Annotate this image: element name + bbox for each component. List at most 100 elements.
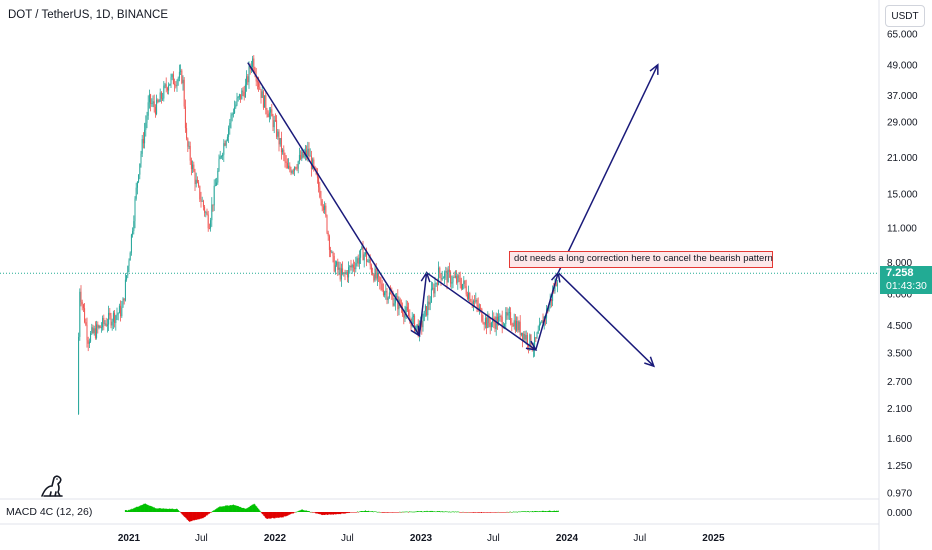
macd-bar bbox=[544, 511, 546, 512]
trend-arrow[interactable] bbox=[247, 62, 421, 338]
candle bbox=[265, 90, 267, 115]
macd-bar bbox=[252, 504, 254, 512]
macd-bar bbox=[384, 512, 386, 513]
macd-bar bbox=[208, 512, 210, 514]
tradingview-dino-icon[interactable] bbox=[38, 474, 68, 500]
macd-bar bbox=[174, 509, 176, 512]
macd-bar bbox=[551, 511, 553, 512]
macd-bar bbox=[336, 512, 338, 515]
candle bbox=[153, 94, 155, 113]
macd-bar bbox=[190, 512, 192, 522]
macd-bar bbox=[244, 508, 246, 512]
macd-bar bbox=[534, 511, 536, 512]
macd-bar bbox=[554, 511, 556, 512]
macd-bar bbox=[276, 512, 278, 518]
annotation-callout[interactable]: dot needs a long correction here to canc… bbox=[509, 251, 773, 268]
candle bbox=[93, 325, 95, 336]
macd-bar bbox=[240, 507, 242, 512]
macd-bar bbox=[200, 512, 202, 519]
macd-bar bbox=[452, 511, 454, 513]
macd-bar bbox=[176, 508, 178, 512]
candle bbox=[139, 163, 141, 180]
candle bbox=[225, 139, 227, 149]
candle bbox=[320, 190, 322, 206]
candle bbox=[127, 265, 129, 279]
macd-bar bbox=[448, 511, 450, 513]
macd-bar bbox=[319, 512, 321, 515]
macd-bar bbox=[331, 512, 333, 515]
candle bbox=[475, 292, 477, 304]
macd-bar bbox=[385, 512, 387, 513]
symbol-title[interactable]: DOT / TetherUS, 1D, BINANCE bbox=[8, 9, 168, 21]
macd-bar bbox=[328, 512, 330, 515]
candle bbox=[386, 287, 388, 305]
candle bbox=[396, 292, 398, 298]
trend-arrow[interactable] bbox=[418, 270, 431, 336]
candle bbox=[278, 129, 280, 152]
macd-bar bbox=[451, 511, 453, 513]
candle bbox=[211, 197, 213, 227]
candle bbox=[355, 256, 357, 273]
macd-bar bbox=[418, 511, 420, 512]
candle bbox=[177, 76, 179, 86]
macd-bar bbox=[488, 512, 490, 513]
macd-bar bbox=[317, 512, 319, 514]
candle bbox=[518, 320, 520, 333]
candle bbox=[363, 252, 365, 268]
macd-bar bbox=[470, 512, 472, 513]
candle bbox=[370, 263, 372, 276]
candle bbox=[98, 324, 100, 330]
macd-bar bbox=[150, 506, 152, 512]
candle bbox=[156, 94, 158, 116]
candle bbox=[146, 111, 148, 129]
trend-arrow[interactable] bbox=[426, 272, 538, 351]
macd-bar bbox=[357, 512, 359, 513]
macd-bar bbox=[334, 512, 336, 515]
macd-bar bbox=[148, 505, 150, 512]
macd-bar bbox=[128, 510, 130, 512]
macd-bar bbox=[162, 508, 164, 512]
macd-bar bbox=[355, 512, 357, 513]
candle bbox=[541, 320, 543, 324]
candle bbox=[360, 248, 362, 265]
macd-bar bbox=[369, 511, 371, 512]
macd-bar bbox=[292, 512, 294, 514]
macd-bar bbox=[468, 512, 470, 513]
macd-bar bbox=[474, 512, 476, 513]
macd-bar bbox=[128, 509, 130, 512]
macd-bar bbox=[270, 512, 272, 519]
time-axis-tick-7: Jul bbox=[633, 533, 646, 544]
macd-bar bbox=[251, 504, 253, 512]
trend-arrow[interactable] bbox=[557, 272, 656, 368]
candle bbox=[325, 202, 327, 218]
macd-bar bbox=[420, 511, 422, 512]
candle bbox=[285, 155, 287, 169]
candle bbox=[316, 168, 318, 184]
macd-bar bbox=[255, 505, 257, 512]
macd-bar bbox=[160, 508, 162, 512]
macd-bar bbox=[195, 512, 197, 520]
macd-bar bbox=[353, 512, 355, 513]
trend-arrow[interactable] bbox=[557, 63, 659, 274]
candle bbox=[295, 166, 297, 170]
candle bbox=[482, 314, 484, 325]
macd-bar bbox=[264, 512, 266, 518]
macd-bar bbox=[323, 512, 325, 515]
macd-bar bbox=[304, 510, 306, 512]
macd-bar bbox=[226, 505, 228, 512]
candle bbox=[471, 295, 473, 309]
macd-bar bbox=[134, 507, 136, 512]
macd-bar bbox=[399, 511, 401, 513]
candle bbox=[447, 266, 449, 283]
currency-button[interactable]: USDT bbox=[885, 5, 925, 27]
candle bbox=[241, 88, 243, 100]
macd-bar bbox=[152, 506, 154, 512]
candle bbox=[476, 298, 478, 313]
macd-bar bbox=[192, 512, 194, 521]
macd-bar bbox=[440, 511, 442, 512]
candle bbox=[427, 295, 429, 321]
indicator-label[interactable]: MACD 4C (12, 26) bbox=[6, 506, 93, 518]
macd-bar bbox=[524, 511, 526, 512]
macd-bar bbox=[374, 511, 376, 512]
